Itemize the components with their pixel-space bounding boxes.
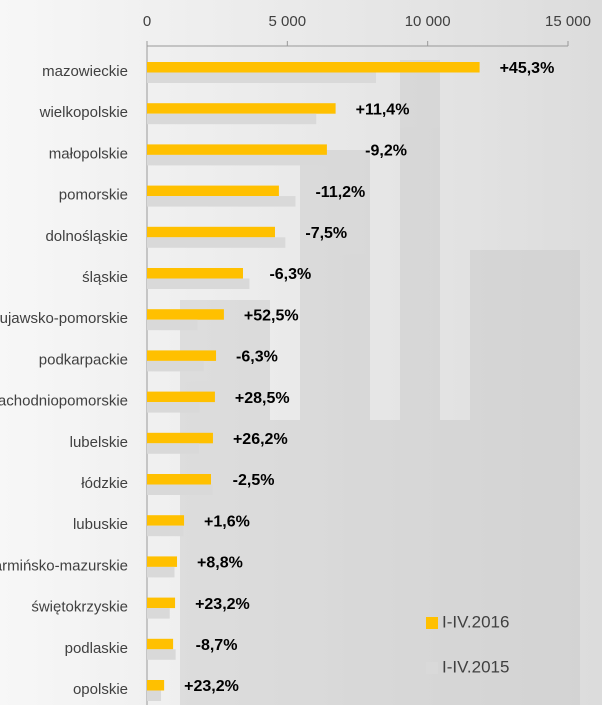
bar xyxy=(147,62,480,73)
legend-label: I-IV.2015 xyxy=(442,657,509,676)
change-label: -9,2% xyxy=(365,143,407,160)
bar xyxy=(147,556,177,567)
bar xyxy=(147,485,213,496)
bar xyxy=(147,279,249,290)
bar xyxy=(147,73,376,84)
bar xyxy=(147,515,184,526)
y-tick-label: zachodniopomorskie xyxy=(0,393,128,410)
bar xyxy=(147,350,216,361)
y-tick-label: mazowieckie xyxy=(42,63,128,80)
bar xyxy=(147,433,213,444)
y-tick-label: podlaskie xyxy=(65,640,128,657)
bar xyxy=(147,186,279,197)
change-label: +8,8% xyxy=(197,555,243,572)
change-label: -2,5% xyxy=(233,472,275,489)
x-tick-label: 10 000 xyxy=(405,13,451,30)
change-label: +23,2% xyxy=(195,596,250,613)
change-label: +45,3% xyxy=(500,60,555,77)
bar xyxy=(147,402,200,413)
bar xyxy=(147,361,204,372)
legend-swatch xyxy=(426,617,438,629)
bar xyxy=(147,237,285,248)
change-label: -7,5% xyxy=(305,225,347,242)
y-tick-label: kujawsko-pomorskie xyxy=(0,310,128,327)
bar xyxy=(147,144,327,155)
bar xyxy=(147,691,161,702)
change-label: -11,2% xyxy=(315,184,365,201)
y-tick-label: lubuskie xyxy=(73,516,128,533)
bar xyxy=(147,227,275,238)
change-label: +26,2% xyxy=(233,431,288,448)
page: 0 5 000 10 000 15 000 mazowieckie +45,3% wielk… xyxy=(0,0,602,705)
bar xyxy=(147,680,164,691)
y-tick-label: małopolskie xyxy=(49,145,128,162)
bar xyxy=(147,114,316,125)
bar xyxy=(147,268,243,279)
y-tick-label: podkarpackie xyxy=(39,351,128,368)
y-tick-label: łódzkie xyxy=(81,475,128,492)
change-label: +23,2% xyxy=(184,678,239,695)
change-label: -6,3% xyxy=(269,266,311,283)
change-label: +11,4% xyxy=(356,101,410,118)
y-tick-label: opolskie xyxy=(73,681,128,698)
change-label: +1,6% xyxy=(204,513,250,530)
bar xyxy=(147,155,345,166)
change-label: +28,5% xyxy=(235,390,290,407)
x-tick-label: 15 000 xyxy=(545,13,591,30)
change-label: +52,5% xyxy=(244,307,299,324)
change-label: -6,3% xyxy=(236,349,278,366)
x-tick-label: 5 000 xyxy=(269,13,307,30)
bar xyxy=(147,649,176,660)
bar xyxy=(147,598,175,609)
bar xyxy=(147,567,175,578)
legend-swatch xyxy=(426,662,438,674)
y-tick-label: śląskie xyxy=(82,269,128,286)
chart: 0 5 000 10 000 15 000 mazowieckie +45,3% wielk… xyxy=(0,0,602,705)
legend-label: I-IV.2016 xyxy=(442,612,509,631)
y-tick-label: pomorskie xyxy=(59,187,128,204)
bar xyxy=(147,474,211,485)
bar xyxy=(147,526,183,537)
bar xyxy=(147,608,170,619)
bar xyxy=(147,196,295,207)
change-label: -8,7% xyxy=(196,637,238,654)
bar xyxy=(147,309,224,320)
bar xyxy=(147,320,198,331)
y-tick-label: warmińsko-mazurskie xyxy=(0,557,128,574)
bar xyxy=(147,103,336,114)
bar xyxy=(147,443,199,454)
x-tick-label: 0 xyxy=(143,13,151,30)
y-tick-label: wielkopolskie xyxy=(39,104,128,121)
y-tick-label: lubelskie xyxy=(70,434,128,451)
bar xyxy=(147,392,215,403)
bar xyxy=(147,639,173,650)
y-tick-label: dolnośląskie xyxy=(45,228,128,245)
y-tick-label: świętokrzyskie xyxy=(31,599,128,616)
